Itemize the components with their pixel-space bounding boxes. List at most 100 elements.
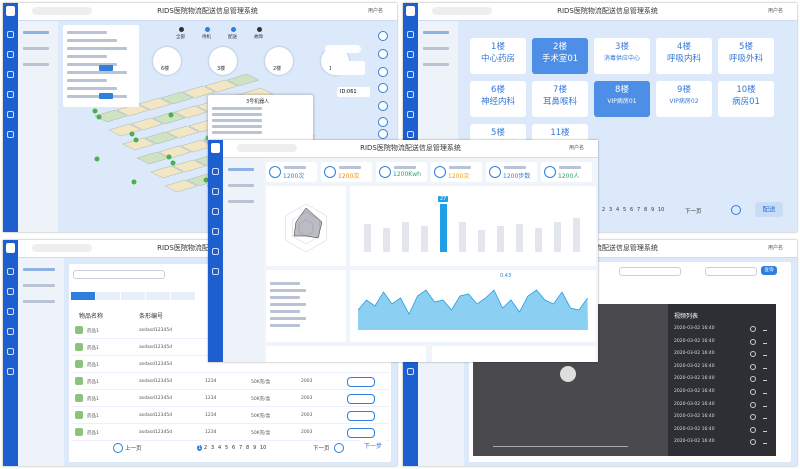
tab[interactable] (71, 292, 95, 300)
next-icon[interactable] (334, 443, 344, 453)
page-number[interactable]: 5 (225, 445, 229, 451)
qty-stepper[interactable] (347, 394, 375, 404)
video-item[interactable]: 2020-03-02 16:40 (674, 376, 715, 382)
search-box[interactable] (432, 7, 492, 15)
search-box[interactable] (32, 244, 92, 252)
prev-icon[interactable] (113, 443, 123, 453)
video-item[interactable]: 2020-03-02 16:40 (674, 363, 715, 369)
sub-nav-item[interactable] (228, 168, 254, 171)
page-number[interactable]: 6 (630, 207, 634, 213)
nav-icon[interactable] (7, 288, 14, 295)
nav-icon[interactable] (407, 111, 414, 118)
page-number[interactable]: 4 (616, 207, 620, 213)
page-number[interactable]: 5 (623, 207, 627, 213)
user-name[interactable]: 用户名 (767, 8, 783, 14)
room-button[interactable]: 2楼 手术室01 (532, 38, 588, 74)
nav-icon[interactable] (407, 71, 414, 78)
filter-dot[interactable] (179, 27, 184, 32)
video-item[interactable]: 2020-03-02 16:40 (674, 414, 715, 420)
page-number[interactable]: 6 (232, 445, 236, 451)
nav-icon[interactable] (212, 168, 219, 175)
download-icon[interactable] (763, 427, 767, 432)
nav-icon[interactable] (212, 208, 219, 215)
tab[interactable] (121, 292, 145, 300)
video-item[interactable]: 2020-03-02 16:40 (674, 439, 715, 445)
nav-icon[interactable] (7, 71, 14, 78)
room-button[interactable]: 4楼 呼吸内科 (656, 38, 712, 74)
play-icon[interactable] (750, 338, 756, 345)
nav-icon[interactable] (407, 51, 414, 58)
nav-icon[interactable] (7, 131, 14, 138)
play-icon[interactable] (750, 326, 756, 332)
search-box[interactable] (237, 144, 297, 152)
sub-nav-item[interactable] (23, 284, 55, 287)
user-name[interactable]: 用户名 (568, 145, 584, 151)
nav-icon[interactable] (407, 368, 414, 375)
next-page[interactable]: 下一页 (685, 209, 702, 215)
video-item[interactable]: 2020-03-02 16:40 (674, 338, 715, 344)
filter-dot[interactable] (205, 27, 210, 32)
page-number[interactable]: 10 (260, 445, 267, 451)
map-tool[interactable] (378, 67, 388, 77)
page-number[interactable]: 4 (218, 445, 222, 451)
nav-icon[interactable] (7, 328, 14, 335)
nav-icon[interactable] (212, 188, 219, 195)
user-name[interactable]: 用户名 (767, 245, 783, 251)
qty-stepper[interactable] (347, 377, 375, 387)
room-button[interactable]: 6楼 神经内科 (470, 81, 526, 117)
sub-nav-item[interactable] (228, 200, 254, 203)
download-icon[interactable] (763, 339, 767, 344)
tab[interactable] (171, 292, 195, 300)
play-icon[interactable] (750, 414, 756, 421)
video-item[interactable]: 2020-03-02 16:40 (674, 426, 715, 432)
map-tool[interactable] (378, 129, 388, 139)
sub-nav-item[interactable] (23, 268, 55, 271)
room-button[interactable]: 9楼 VIP病房02 (656, 81, 712, 117)
room-button[interactable]: 10楼 病房01 (718, 81, 774, 117)
deliver-button[interactable]: 配送 (755, 202, 783, 217)
nav-icon[interactable] (407, 31, 414, 38)
nav-icon[interactable] (212, 228, 219, 235)
map-tool[interactable] (378, 101, 388, 111)
order-button[interactable] (99, 93, 113, 99)
nav-icon[interactable] (7, 348, 14, 355)
play-icon[interactable] (750, 401, 756, 408)
next-page[interactable]: 下一页 (313, 446, 330, 452)
download-icon[interactable] (763, 402, 767, 407)
progress-bar[interactable] (493, 446, 628, 447)
play-icon[interactable] (750, 376, 756, 383)
room-button[interactable]: 5楼呼吸外科 (718, 38, 774, 74)
sub-nav-item[interactable] (228, 184, 254, 187)
download-icon[interactable] (763, 364, 767, 369)
date-range[interactable] (619, 267, 681, 276)
nav-icon[interactable] (7, 91, 14, 98)
sub-nav-item[interactable] (423, 63, 449, 66)
nav-icon[interactable] (7, 51, 14, 58)
nav-icon[interactable] (407, 131, 414, 138)
next-step[interactable]: 下一步 (359, 440, 387, 454)
filter-dot[interactable] (257, 27, 262, 32)
nav-icon[interactable] (7, 368, 14, 375)
page-number[interactable]: 10 (658, 207, 665, 213)
sub-nav-item[interactable] (423, 47, 449, 50)
play-icon[interactable] (750, 351, 756, 358)
floor-badge[interactable] (153, 47, 181, 75)
nav-icon[interactable] (212, 248, 219, 255)
nav-icon[interactable] (212, 268, 219, 275)
room-button[interactable]: 7楼 耳鼻喉科 (532, 81, 588, 117)
nav-icon[interactable] (7, 111, 14, 118)
room-button[interactable]: 3楼 消毒供应中心 (594, 38, 650, 74)
prev-page[interactable]: 上一页 (125, 446, 142, 452)
nav-icon[interactable] (7, 308, 14, 315)
sub-nav-item[interactable] (23, 300, 55, 303)
page-number[interactable]: 9 (651, 207, 655, 213)
page-number[interactable]: 2 (602, 207, 606, 213)
play-icon[interactable] (750, 439, 756, 446)
page-number[interactable]: 7 (239, 445, 243, 451)
page-number[interactable]: 9 (253, 445, 257, 451)
sub-nav-item[interactable] (23, 63, 49, 66)
map-tool[interactable] (378, 31, 388, 41)
download-icon[interactable] (763, 389, 767, 394)
video-item[interactable]: 2020-03-02 16:40 (674, 351, 715, 357)
page-number[interactable]: 3 (609, 207, 613, 213)
